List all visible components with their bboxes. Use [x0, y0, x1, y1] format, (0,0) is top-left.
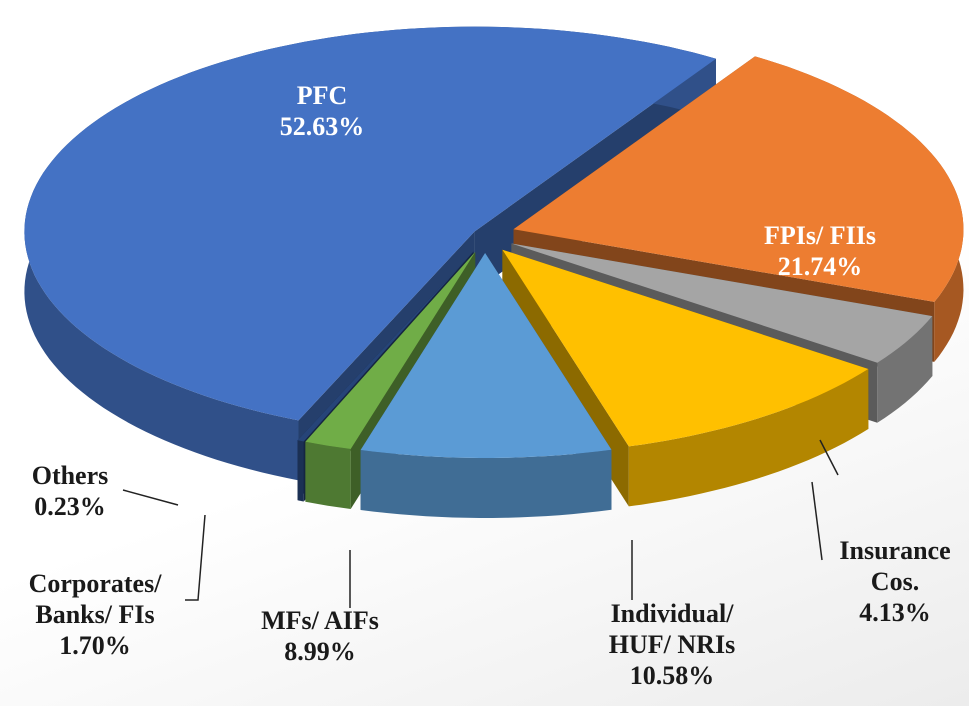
- value-label: 4.13%: [820, 597, 969, 628]
- value-label: 21.74%: [720, 251, 920, 282]
- category-name: Individual/ HUF/ NRIs: [577, 598, 767, 660]
- slice-side: [298, 440, 304, 501]
- category-name: Corporates/ Banks/ FIs: [0, 568, 195, 630]
- slice-side: [361, 450, 612, 518]
- slice-side: [305, 442, 350, 509]
- category-name: PFC: [222, 80, 422, 111]
- value-label: 0.23%: [10, 491, 130, 522]
- value-label: 10.58%: [577, 660, 767, 691]
- leader-line: [123, 490, 178, 505]
- category-name: FPIs/ FIIs: [720, 220, 920, 251]
- category-name: MFs/ AIFs: [220, 605, 420, 636]
- value-label: 1.70%: [0, 630, 195, 661]
- value-label: 8.99%: [220, 636, 420, 667]
- slice-label: Insurance Cos.4.13%: [820, 535, 969, 628]
- value-label: 52.63%: [222, 111, 422, 142]
- category-name: Others: [10, 460, 130, 491]
- chart: PFC52.63% FPIs/ FIIs21.74% Insurance Cos.4…: [0, 0, 969, 706]
- category-name: Insurance Cos.: [820, 535, 969, 597]
